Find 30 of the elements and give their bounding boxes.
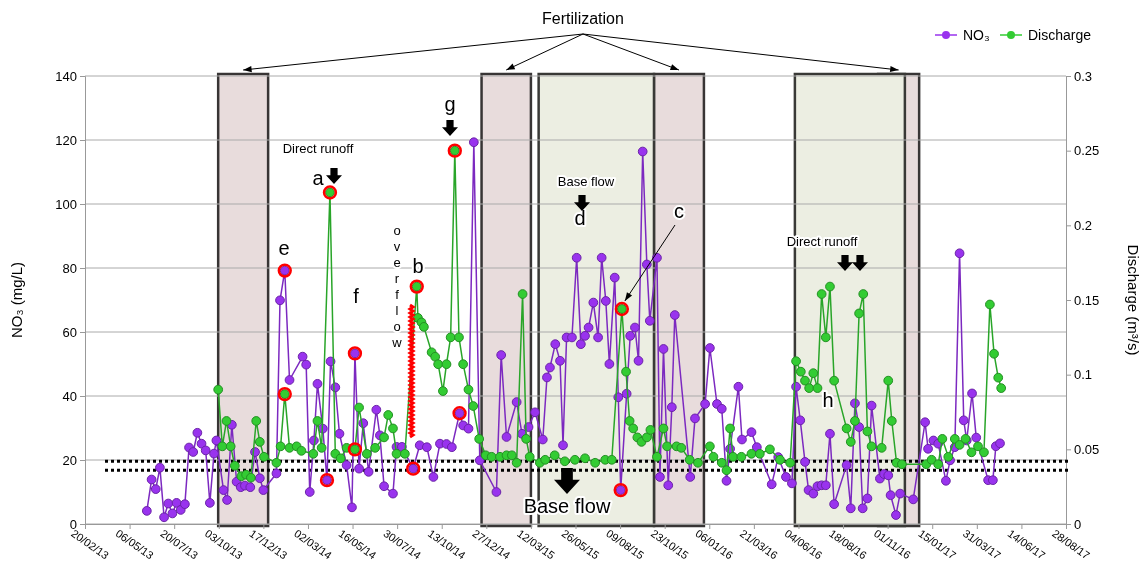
y2-tick-label: 0.05 [1074,441,1100,457]
y2-tick-label: 0.15 [1074,292,1100,308]
annotation: Base flow [557,174,615,190]
text: Fertilization [542,10,624,27]
annotation: h [822,389,834,412]
annotation: Direct runoff [282,141,354,157]
annotation: b [412,255,424,278]
y-tick-label: 140 [55,68,77,84]
annotation: overflow [391,223,403,351]
annotation: g [444,93,456,116]
y2-tick-label: 0 [1074,516,1082,532]
annotation: c [674,200,684,223]
legend-label: NO₃ [963,27,990,43]
y2-tick-label: 0.25 [1074,143,1100,159]
y-tick-label: 60 [62,324,77,340]
y-axis-title: NO₃ (mg/L) [8,261,25,339]
y2-tick-label: 0.2 [1074,217,1093,233]
y2-axis-title: Discharge (m³/s) [1125,244,1142,356]
y-tick-label: 100 [55,196,77,212]
y-tick-label: 20 [62,452,77,468]
annotation: d [574,207,586,230]
legend-label: Discharge [1028,27,1092,43]
y-tick-label: 120 [55,132,77,148]
y-tick-label: 40 [62,388,77,404]
annotation: e [278,237,290,260]
y-tick-label: 80 [62,260,77,276]
annotation: a [312,167,325,190]
annotation: f [353,285,360,308]
y2-tick-label: 0.3 [1074,68,1093,84]
y2-tick-label: 0.1 [1074,367,1093,383]
